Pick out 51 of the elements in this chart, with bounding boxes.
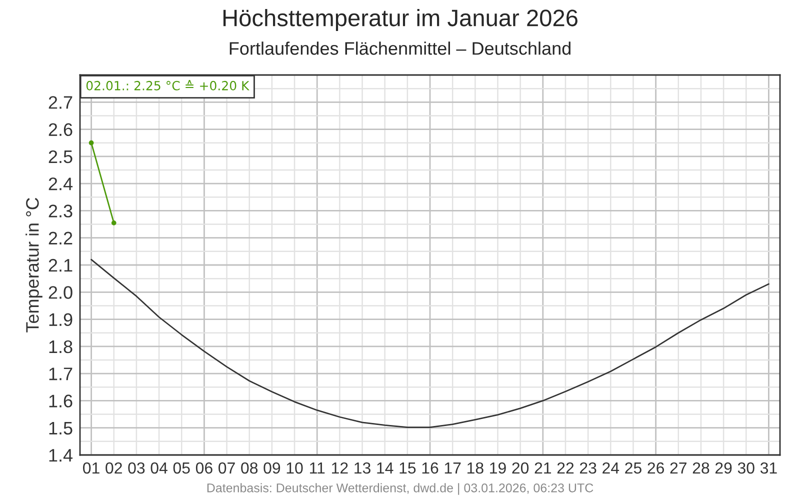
x-tick-label: 31 — [760, 462, 777, 474]
y-tick-label: 2.3 — [48, 204, 72, 218]
x-tick-label: 12 — [332, 462, 348, 474]
y-tick-label: 1.4 — [49, 449, 73, 462]
x-tick-label: 17 — [444, 462, 461, 474]
y-tick-label: 1.8 — [49, 340, 72, 354]
y-tick-label: 2.4 — [48, 178, 73, 190]
y-tick-label: 2.2 — [48, 232, 72, 244]
y-tick-label: 1.6 — [49, 394, 72, 408]
y-tick-label: 2.0 — [48, 286, 72, 299]
x-tick-label: 04 — [150, 462, 168, 474]
x-tick-label: 03 — [128, 462, 145, 474]
y-tick-label: 1.7 — [49, 368, 72, 380]
y-tick-label: 1.9 — [49, 313, 72, 326]
y-tick-label: 2.6 — [48, 123, 72, 136]
x-tick-label: 16 — [422, 462, 438, 474]
x-tick-label: 26 — [648, 462, 664, 474]
x-tick-label: 29 — [715, 462, 732, 474]
x-tick-label: 24 — [602, 462, 620, 474]
x-tick-label: 22 — [557, 462, 574, 474]
x-tick-label: 19 — [490, 462, 506, 474]
x-tick-label: 01 — [83, 462, 100, 474]
x-tick-label: 13 — [354, 462, 370, 474]
annotation: 02.01.: 2.25 °C ≙ +0.20 K — [86, 80, 250, 90]
x-tick-label: 14 — [377, 462, 394, 474]
y-axis-title: Temperatur in °C — [26, 198, 42, 332]
x-tick-label: 18 — [467, 462, 484, 474]
x-tick-label: 27 — [670, 462, 686, 474]
y-tick-label: 1.5 — [49, 422, 72, 435]
x-tick-label: 07 — [218, 462, 235, 474]
chart-subtitle: Fortlaufendes Flächenmittel – Deutschland — [230, 42, 570, 55]
x-tick-label: 02 — [106, 462, 122, 474]
x-tick-label: 23 — [580, 462, 596, 474]
y-tick-label: 2.7 — [48, 96, 72, 109]
x-tick-label: 09 — [264, 462, 280, 474]
x-tick-label: 15 — [400, 462, 416, 474]
x-tick-label: 21 — [534, 462, 552, 474]
x-tick-label: 06 — [196, 462, 212, 474]
x-tick-label: 05 — [173, 462, 190, 474]
y-tick-label: 2.5 — [48, 150, 72, 164]
x-tick-label: 10 — [286, 462, 303, 474]
x-tick-label: 28 — [692, 462, 710, 474]
x-tick-label: 25 — [625, 462, 642, 474]
line-series — [90, 258, 770, 428]
chart-title: Höchsttemperatur im Januar 2026 — [223, 8, 578, 32]
x-tick-label: 30 — [738, 462, 754, 474]
x-tick-label: 11 — [310, 462, 325, 474]
x-tick-label: 08 — [241, 462, 258, 474]
y-tick-label: 2.1 — [48, 258, 72, 272]
text: Datenbasis: Deutscher Wetterdienst, dwd.de | 03.01.2026, 06:23 UTC — [207, 483, 594, 495]
x-tick-label: 20 — [512, 462, 529, 474]
